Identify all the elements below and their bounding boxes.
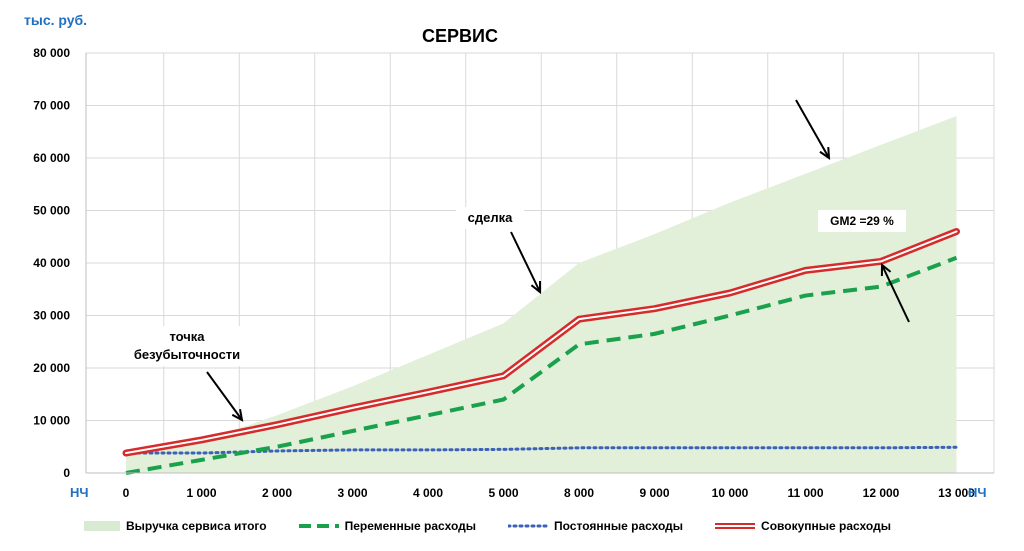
annotation-breakeven-line2: безубыточности [133,347,241,362]
x-tick-label: 2 000 [262,486,292,500]
x-tick-label: 3 000 [337,486,367,500]
series-lines-layer [122,228,960,475]
legend-swatch-total [715,523,756,529]
legend-label-fixed: Постоянные расходы [554,519,684,533]
x-tick-label: 4 000 [413,486,443,500]
series-line-fixed [124,445,958,455]
legend-label-revenue: Выручка сервиса итого [126,519,267,533]
series-area-revenue [126,116,957,473]
y-tick-label: 0 [63,466,70,480]
arrow-revenue [795,99,831,160]
legend-item-total: Совокупные расходы [715,519,891,533]
y-axis-unit-label: тыс. руб. [24,12,88,28]
legend-label-variable: Переменные расходы [344,519,476,533]
annotation-breakeven-line1: точка [169,329,205,344]
y-tick-label: 70 000 [33,99,70,113]
x-tick-label: 12 000 [863,486,900,500]
annotation-gm2: GM2 =29 % [818,210,906,232]
tick-labels: 0 10 000 20 000 30 000 40 000 50 000 60 000 70 … [33,46,986,500]
x-tick-label: 13 000 [938,486,975,500]
legend-swatch-fixed [508,524,548,528]
revenue-area-layer [126,116,957,473]
legend-swatch-variable [298,524,339,528]
y-tick-label: 30 000 [33,309,70,323]
x-tick-label: 1 000 [186,486,216,500]
series-line-variable [125,255,958,475]
y-tick-label: 40 000 [33,256,70,270]
legend-label-total: Совокупные расходы [761,519,891,533]
x-tick-label: 10 000 [712,486,749,500]
series-line-total-inner [125,230,958,455]
x-tick-label: 5 000 [488,486,518,500]
x-tick-label: 11 000 [787,486,823,500]
x-tick-label: 8 000 [564,486,594,500]
y-tick-label: 50 000 [33,204,70,218]
legend: Выручка сервиса итого Переменные расходы… [84,516,923,536]
annotation-breakeven: точка безубыточности [128,326,246,366]
axes [85,53,994,474]
y-tick-label: 80 000 [33,46,70,60]
legend-swatch-revenue [84,521,120,531]
x-axis-unit-label-left: НЧ [70,485,89,500]
annotation-arrows [206,99,910,422]
x-tick-label: 0 [123,486,130,500]
y-tick-label: 60 000 [33,151,70,165]
x-tick-label: 9 000 [639,486,669,500]
legend-item-fixed: Постоянные расходы [508,519,683,533]
legend-item-revenue: Выручка сервиса итого [84,519,267,533]
arrow-deal [510,231,542,295]
legend-item-variable: Переменные расходы [298,519,476,533]
chart-title: СЕРВИС [422,26,498,46]
y-tick-label: 20 000 [33,361,70,375]
y-tick-label: 10 000 [33,414,70,428]
x-axis-unit-label-right: НЧ [968,485,987,500]
arrow-breakeven [206,371,244,422]
arrow-gm2 [880,262,910,323]
annotation-deal: сделка [456,207,524,229]
